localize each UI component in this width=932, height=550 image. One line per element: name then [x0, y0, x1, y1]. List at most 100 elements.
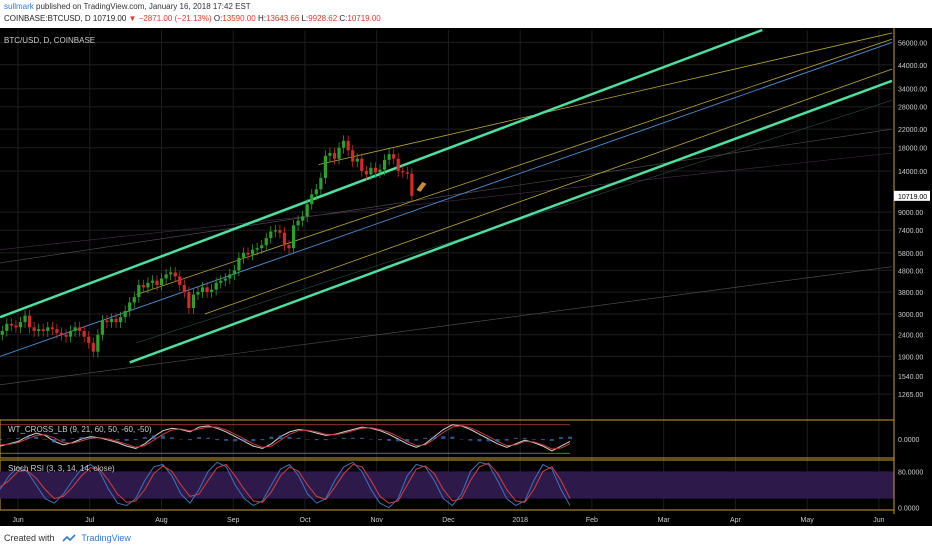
candle-body [123, 310, 127, 318]
wt-histogram-bar [251, 439, 256, 442]
wt-histogram-bar [359, 437, 364, 439]
wt-histogram-bar [142, 437, 147, 439]
candle-body [396, 158, 400, 172]
wt-histogram-bar [88, 437, 93, 439]
wt-histogram-bar [260, 439, 265, 441]
candle-body [150, 280, 155, 283]
y-tick-label: 7400.00 [898, 228, 923, 235]
candle-body [50, 327, 54, 330]
channel-inner-line [204, 68, 893, 315]
candle-body [14, 325, 18, 328]
wt-series-line [0, 424, 571, 452]
high-label: H: [257, 14, 266, 23]
wt-histogram-bar [387, 439, 392, 441]
candle-body [114, 318, 118, 323]
candle-body [392, 154, 396, 159]
y-tick-label: 1540.00 [898, 374, 923, 381]
candle-body [96, 334, 100, 352]
candle-body [241, 252, 246, 258]
y-tick-label: 14000.00 [898, 169, 927, 176]
candle-body [137, 285, 141, 298]
wt-histogram-bar [224, 439, 229, 441]
candle-body [178, 276, 182, 286]
candle-body [146, 282, 150, 288]
candle-body [355, 158, 359, 162]
candle-body [87, 336, 91, 343]
channel-lines [0, 28, 893, 386]
wt-histogram-bar [160, 435, 165, 439]
wt-histogram-bar [495, 439, 500, 442]
candle-body [109, 318, 114, 323]
candle-body [78, 327, 82, 331]
candle-body [18, 322, 23, 328]
symbol-label: COINBASE:BTCUSD, D [4, 14, 91, 23]
y-tick-label: 9000.00 [898, 210, 923, 217]
candle-body [41, 329, 45, 331]
chart-canvas[interactable]: 56000.00 44000.00 34000.00 28000.00 22000.00… [0, 28, 932, 526]
candle-body [119, 317, 123, 323]
x-tick-label: Jul [85, 517, 94, 524]
candle-body [37, 329, 41, 331]
wt-histogram-bar [504, 439, 509, 441]
candle-body [332, 153, 337, 159]
x-tick-label: Mar [658, 517, 671, 524]
candle-body [314, 189, 318, 195]
wt-histogram-bar [106, 439, 111, 441]
created-with-label: Created with [4, 533, 55, 543]
candle-body [237, 257, 241, 271]
change-value: −2871.00 (−21.13%) [138, 14, 212, 23]
wt-histogram-bar [124, 439, 129, 441]
candle-body [323, 155, 327, 178]
x-tick-label: Dec [442, 517, 455, 524]
candle-body [164, 274, 168, 279]
candle-body [260, 245, 264, 249]
wt-histogram-bar [341, 437, 346, 439]
wt-histogram-bar [151, 435, 156, 439]
y-tick-label: 18000.00 [898, 146, 927, 153]
wt-histogram-bar [549, 439, 554, 441]
candle-body [0, 330, 4, 335]
footer: Created with TradingView [0, 526, 932, 550]
wt-histogram-bar [115, 439, 120, 441]
author-link[interactable]: sullmark [4, 2, 34, 11]
publish-line: sullmark published on TradingView.com, J… [4, 2, 251, 11]
candle-body [301, 216, 305, 221]
candle-body [169, 272, 173, 275]
candle-body [105, 320, 109, 323]
y-tick-label: 3000.00 [898, 312, 923, 319]
candle-body [132, 297, 136, 303]
open-label: O: [213, 14, 223, 23]
low-label: L: [301, 14, 309, 23]
trend-line-faint [0, 152, 893, 250]
candle-body [46, 327, 50, 331]
open-value: 13590.00 [222, 14, 256, 23]
candle-body [82, 330, 86, 337]
wt-histogram-bar [79, 437, 84, 439]
wt-histogram-bar [486, 439, 491, 442]
rocket-icon [416, 181, 427, 192]
main-chart-title: BTC/USD, D, COINBASE [4, 36, 95, 45]
y-tick-label: 44000.00 [898, 63, 927, 70]
wt-histogram-bar [396, 439, 401, 442]
wt-tick-label: 0.0000 [898, 437, 920, 444]
wt-histogram-bar [287, 436, 292, 439]
x-tick-label: Jun [873, 517, 884, 524]
candle-body [291, 225, 296, 249]
y-tick-label: 3800.00 [898, 290, 923, 297]
wt-histogram-bar [296, 437, 301, 439]
wt-histogram-bar [188, 439, 192, 441]
wt-histogram-bar [350, 437, 355, 439]
wt-histogram-bar [477, 439, 482, 442]
wt-histogram-bar [414, 439, 419, 441]
wt-histogram-bar [558, 437, 563, 439]
wt-histogram-bar [522, 437, 527, 439]
candle-body [296, 220, 300, 226]
x-tick-label: Apr [730, 517, 742, 524]
trend-line-faint [0, 128, 893, 264]
tradingview-brand-link[interactable]: TradingView [81, 533, 131, 543]
wt-histogram-bar [233, 439, 238, 442]
candle-body [273, 230, 277, 232]
chart-frame[interactable]: 56000.00 44000.00 34000.00 28000.00 22000.00… [0, 28, 932, 526]
candle-body [210, 289, 214, 293]
wt-histogram-bar [206, 437, 211, 439]
